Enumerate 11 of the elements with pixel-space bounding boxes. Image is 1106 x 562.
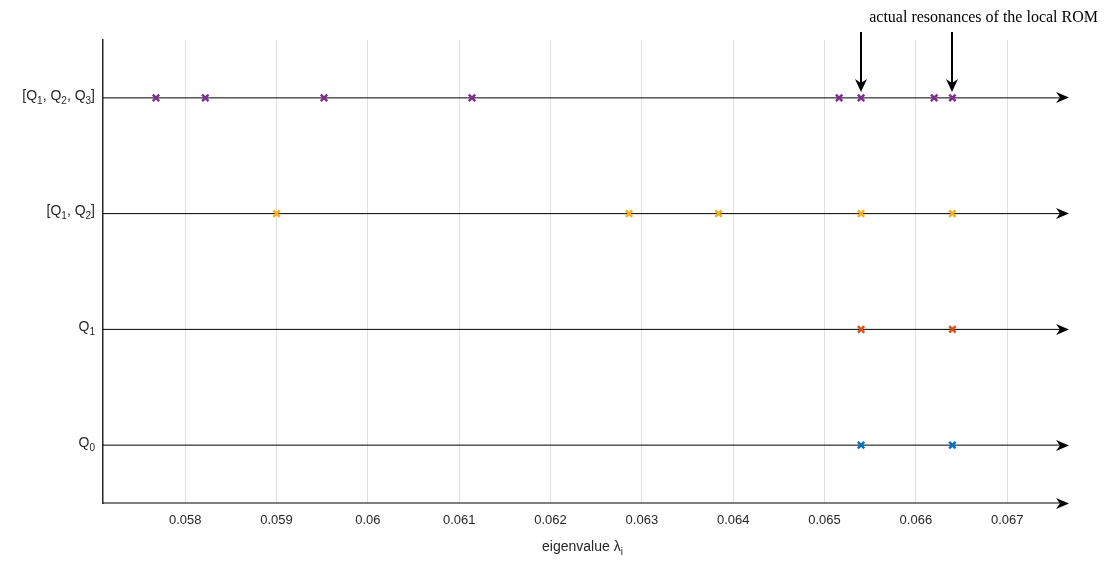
x-tick-label: 0.059 [260, 512, 293, 528]
x-tick-label: 0.065 [808, 512, 841, 528]
x-tick-label: 0.066 [899, 512, 933, 528]
x-tick-label: 0.064 [716, 512, 750, 528]
x-tick-label: 0.061 [442, 512, 476, 528]
x-tick-label: 0.058 [168, 512, 202, 528]
text: actual resonances of the local ROM [869, 8, 1098, 26]
x-tick-label: 0.063 [625, 512, 659, 528]
x-tick-label: 0.06 [355, 512, 381, 528]
x-tick-label: 0.067 [990, 512, 1024, 528]
x-tick-label: 0.062 [534, 512, 567, 528]
